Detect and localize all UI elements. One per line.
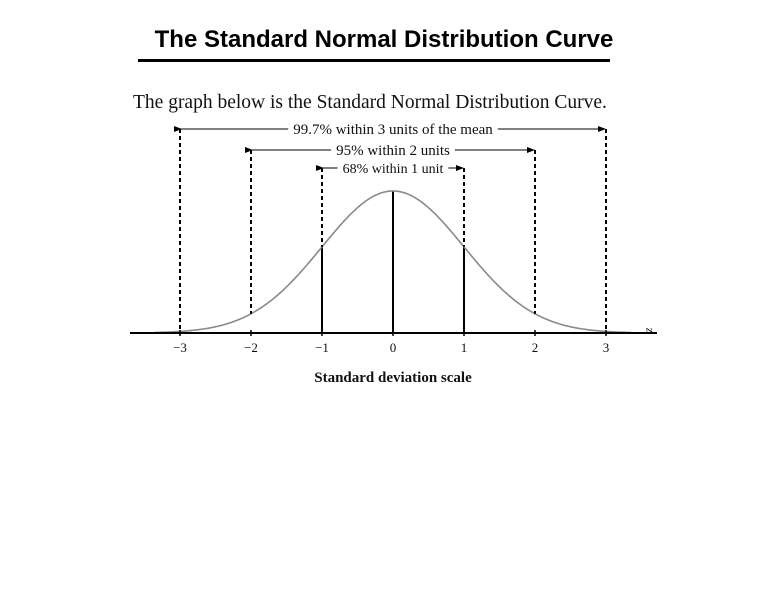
bell-curve [155,190,631,334]
x-tick-label: 3 [603,340,610,355]
intro-text: The graph below is the Standard Normal D… [133,92,607,113]
x-tick-label: −3 [173,340,187,355]
x-ticks: −3 −2 −1 0 1 2 3 [173,330,609,355]
sigma-lines [321,191,465,333]
title-underline [138,59,610,62]
interval-label-3: 99.7% within 3 units of the mean [293,122,493,138]
axis-variable-label: z [641,327,655,333]
x-tick-label: −1 [315,340,329,355]
x-tick-label: 0 [390,340,397,355]
page-title: The Standard Normal Distribution Curve [154,26,614,53]
x-tick-label: 2 [532,340,539,355]
interval-label-2: 95% within 2 units [336,143,450,159]
interval-label-1: 68% within 1 unit [343,162,444,177]
x-tick-label: −2 [244,340,258,355]
interval-brackets: 99.7% within 3 units of the mean 95% with… [174,122,607,333]
x-tick-label: 1 [461,340,468,355]
x-axis-title: Standard deviation scale [314,370,472,386]
